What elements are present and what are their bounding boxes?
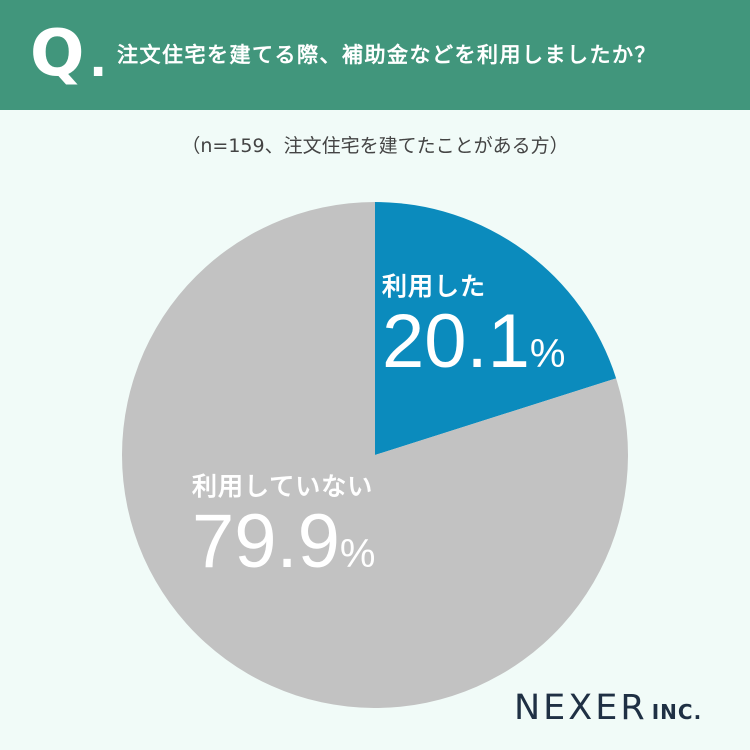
- q-dot: .: [89, 32, 108, 88]
- value-number-used: 20.1: [382, 299, 530, 384]
- value-unit-not-used: %: [339, 532, 376, 576]
- pie-slice-not-used: [122, 202, 629, 708]
- slice-value-not-used: 79.9%: [192, 502, 376, 594]
- slice-label-used: 利用した 20.1%: [382, 272, 566, 394]
- question-text: 注文住宅を建てる際、補助金などを利用しましたか？: [117, 43, 657, 67]
- value-number-not-used: 79.9: [192, 499, 340, 584]
- logo-text: NEXER: [514, 688, 648, 728]
- slice-label-not-used: 利用していない 79.9%: [192, 472, 376, 594]
- question-header: Q . 注文住宅を建てる際、補助金などを利用しましたか？: [0, 0, 750, 110]
- q-letter: Q: [30, 17, 85, 91]
- slice-name-not-used: 利用していない: [192, 472, 374, 501]
- value-unit-used: %: [529, 332, 566, 376]
- nexer-logo: NEXER INC.: [514, 688, 702, 728]
- slice-value-used: 20.1%: [382, 302, 566, 394]
- logo-suffix: INC.: [651, 700, 703, 724]
- slice-name-used: 利用した: [382, 272, 487, 301]
- pie-slice-used: [375, 202, 617, 455]
- sample-note: （n=159、注文住宅を建てたことがある方）: [181, 135, 569, 157]
